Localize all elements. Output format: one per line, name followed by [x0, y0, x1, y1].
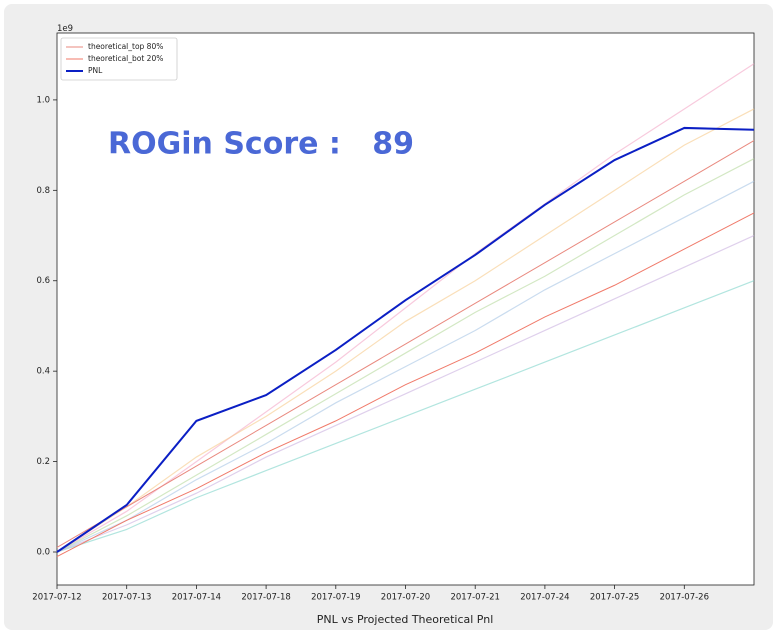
legend-box: [60, 37, 178, 81]
series-line: [56, 140, 755, 548]
series-line: [56, 212, 755, 557]
y-tick-label: 0.0: [36, 547, 50, 557]
x-tick-label: 2017-07-20: [381, 593, 430, 603]
x-tick-label: 2017-07-13: [102, 593, 151, 603]
series-line: [56, 180, 755, 553]
x-tick-label: 2017-07-25: [590, 593, 639, 603]
series-line: [56, 126, 755, 553]
legend-label: theoretical_bot 20%: [88, 54, 163, 63]
y-tick-label: 0.4: [36, 367, 50, 377]
x-tick-label: 2017-07-26: [660, 593, 709, 603]
x-tick-label: 2017-07-24: [520, 593, 569, 603]
legend-label: PNL: [88, 66, 103, 75]
x-axis-label: PNL vs Projected Theoretical Pnl: [317, 613, 494, 626]
y-tick-label: 0.8: [36, 186, 50, 196]
series-line: [56, 108, 755, 553]
series-line: [56, 158, 755, 553]
score-annotation: ROGin Score : 89: [108, 127, 414, 162]
plot-area: [56, 32, 755, 586]
series-line: [56, 234, 755, 553]
x-tick-label: 2017-07-19: [311, 593, 360, 603]
legend-label: theoretical_top 80%: [88, 42, 163, 51]
x-tick-label: 2017-07-18: [241, 593, 290, 603]
x-tick-label: 2017-07-12: [32, 593, 81, 603]
y-tick-label: 0.2: [36, 457, 50, 467]
series-line: [56, 280, 755, 553]
series-line: [56, 63, 755, 553]
x-tick-label: 2017-07-21: [450, 593, 499, 603]
y-tick-label: 1.0: [36, 95, 50, 105]
x-tick-label: 2017-07-14: [172, 593, 221, 603]
y-offset-label: 1e9: [57, 24, 73, 34]
y-tick-label: 0.6: [36, 276, 50, 286]
